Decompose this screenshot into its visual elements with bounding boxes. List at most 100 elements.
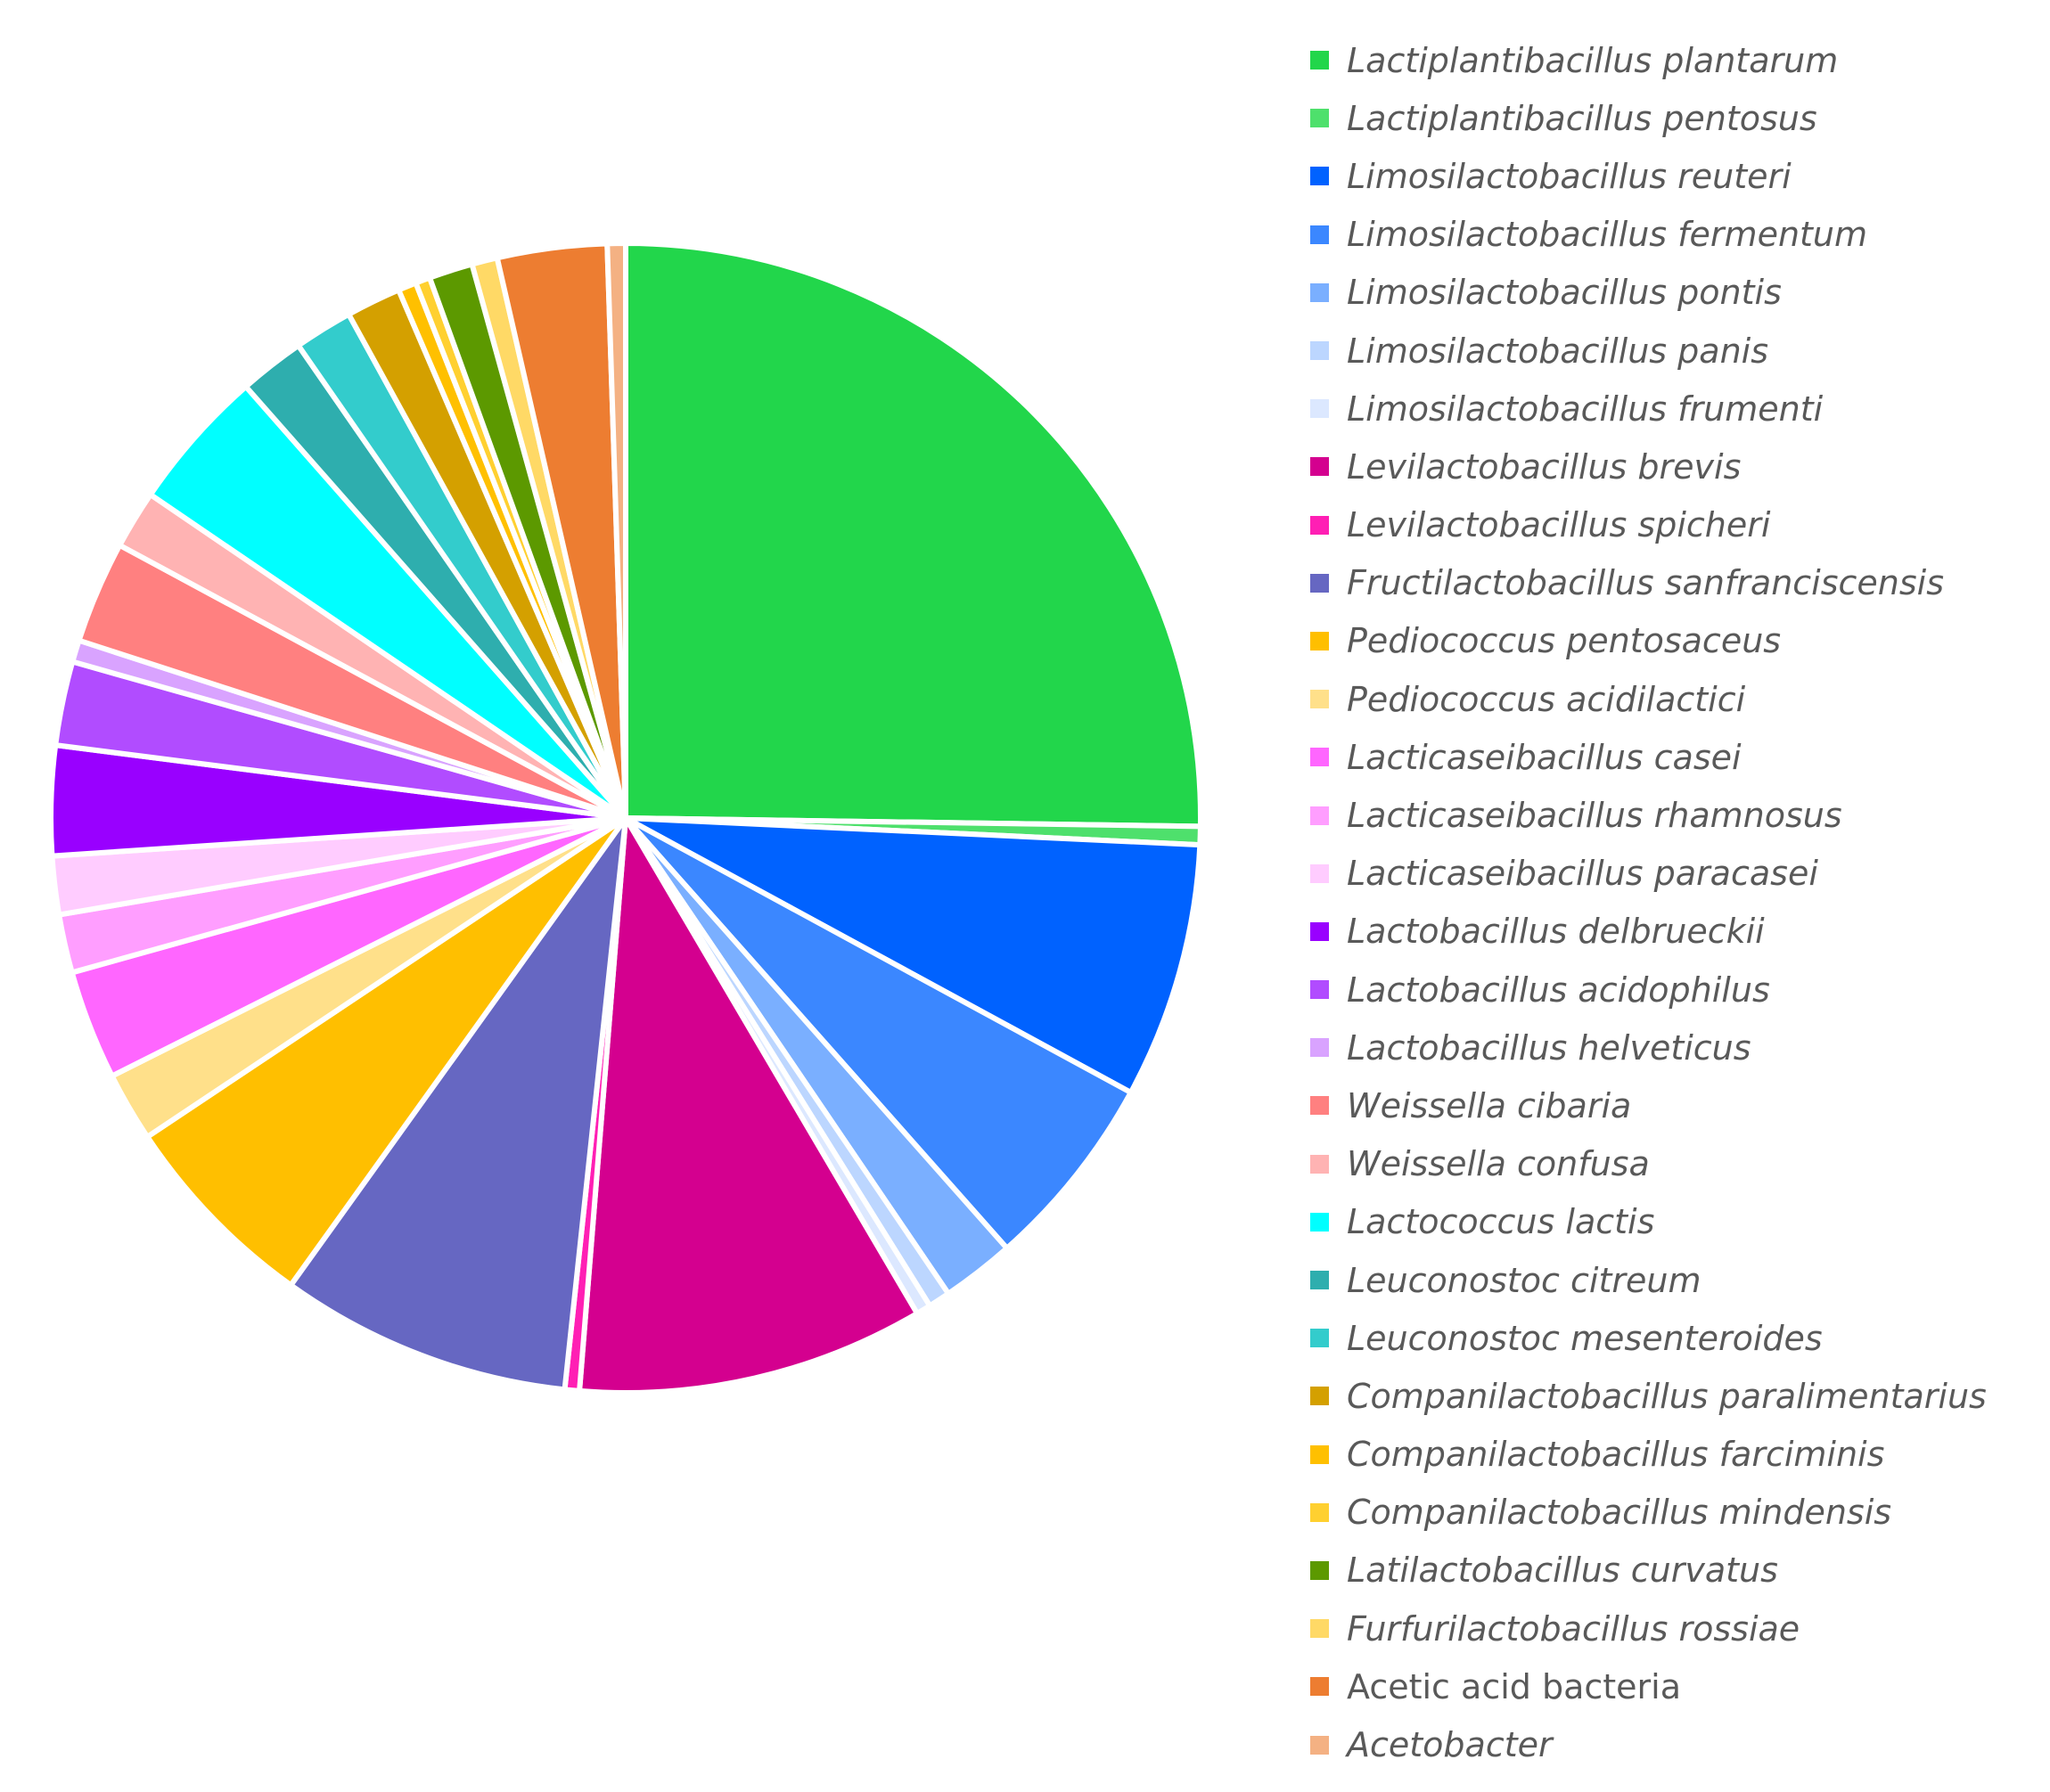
legend-item: Limosilactobacillus pontis	[1310, 264, 2041, 322]
legend-label: Limosilactobacillus fermentum	[1347, 215, 1868, 255]
legend-item: Levilactobacillus brevis	[1310, 438, 2041, 495]
legend-swatch	[1310, 282, 1329, 302]
legend-label: Lactiplantibacillus pentosus	[1347, 98, 1817, 138]
legend-item: Companilactobacillus mindensis	[1310, 1484, 2041, 1542]
legend-item: Acetic acid bacteria	[1310, 1657, 2041, 1715]
legend-item: Pediococcus pentosaceus	[1310, 612, 2041, 670]
legend-swatch	[1310, 1096, 1329, 1116]
legend-item: Furfurilactobacillus rossiae	[1310, 1600, 2041, 1657]
legend-swatch	[1310, 573, 1329, 593]
legend-item: Lactiplantibacillus plantarum	[1310, 31, 2041, 89]
legend-item: Leuconostoc citreum	[1310, 1251, 2041, 1309]
legend-label: Lactobacillus delbrueckii	[1347, 912, 1765, 952]
legend: Lactiplantibacillus plantarum Lactiplanti…	[1310, 31, 2041, 1774]
legend-label: Lacticaseibacillus casei	[1347, 737, 1742, 777]
legend-swatch	[1310, 980, 1329, 1000]
legend-label: Pediococcus pentosaceus	[1347, 621, 1782, 661]
pie-slice-0	[623, 241, 1203, 830]
legend-label: Levilactobacillus spicheri	[1347, 505, 1771, 545]
legend-swatch	[1310, 225, 1329, 244]
legend-swatch	[1310, 399, 1329, 419]
legend-item: Fructilactobacillus sanfranciscensis	[1310, 554, 2041, 612]
pie-slice-10	[144, 815, 628, 1289]
legend-item: Lactobacillus helveticus	[1310, 1019, 2041, 1076]
legend-swatch	[1310, 1154, 1329, 1174]
legend-item: Lacticaseibacillus rhamnosus	[1310, 786, 2041, 844]
legend-swatch	[1310, 1560, 1329, 1580]
legend-label: Limosilactobacillus reuteri	[1347, 156, 1792, 196]
legend-label: Lactobacillus helveticus	[1347, 1027, 1751, 1068]
legend-label: Companilactobacillus farciminis	[1347, 1435, 1885, 1475]
legend-label: Levilactobacillus brevis	[1347, 446, 1742, 487]
legend-label: Weissella cibaria	[1347, 1085, 1632, 1125]
legend-label: Lactobacillus acidophilus	[1347, 970, 1770, 1010]
legend-swatch	[1310, 109, 1329, 128]
legend-swatch	[1310, 167, 1329, 186]
legend-label: Lacticaseibacillus paracasei	[1347, 854, 1818, 894]
legend-item: Lacticaseibacillus casei	[1310, 728, 2041, 786]
legend-item: Pediococcus acidilactici	[1310, 670, 2041, 728]
legend-swatch	[1310, 51, 1329, 70]
legend-label: Weissella confusa	[1347, 1144, 1650, 1184]
legend-item: Limosilactobacillus frumenti	[1310, 380, 2041, 438]
legend-label: Lactococcus lactis	[1347, 1202, 1655, 1242]
legend-swatch	[1310, 1619, 1329, 1639]
legend-swatch	[1310, 631, 1329, 651]
legend-item: Lactobacillus acidophilus	[1310, 961, 2041, 1019]
legend-item: Acetobacter	[1310, 1715, 2041, 1773]
legend-swatch	[1310, 690, 1329, 709]
legend-swatch	[1310, 1212, 1329, 1231]
legend-label: Limosilactobacillus panis	[1347, 331, 1769, 371]
legend-swatch	[1310, 457, 1329, 477]
legend-swatch	[1310, 806, 1329, 825]
legend-label: Pediococcus acidilactici	[1347, 679, 1746, 719]
legend-item: Limosilactobacillus reuteri	[1310, 147, 2041, 205]
legend-label: Companilactobacillus mindensis	[1347, 1493, 1892, 1533]
legend-item: Latilactobacillus curvatus	[1310, 1542, 2041, 1600]
legend-label: Acetic acid bacteria	[1347, 1666, 1682, 1706]
legend-label: Fructilactobacillus sanfranciscensis	[1347, 563, 1945, 603]
legend-label: Companilactobacillus paralimentarius	[1347, 1376, 1987, 1416]
legend-label: Limosilactobacillus frumenti	[1347, 389, 1824, 429]
legend-label: Lacticaseibacillus rhamnosus	[1347, 796, 1842, 836]
pie-slice-3	[623, 815, 1134, 1251]
legend-swatch	[1310, 1677, 1329, 1697]
legend-label: Acetobacter	[1347, 1725, 1553, 1765]
legend-label: Limosilactobacillus pontis	[1347, 273, 1782, 313]
legend-swatch	[1310, 1271, 1329, 1290]
legend-item: Lacticaseibacillus paracasei	[1310, 845, 2041, 903]
legend-item: Leuconostoc mesenteroides	[1310, 1309, 2041, 1367]
legend-item: Lactiplantibacillus pentosus	[1310, 89, 2041, 147]
legend-label: Lactiplantibacillus plantarum	[1347, 40, 1839, 80]
pie-slice-7	[577, 815, 920, 1395]
legend-swatch	[1310, 1329, 1329, 1348]
legend-swatch	[1310, 1038, 1329, 1058]
legend-item: Companilactobacillus paralimentarius	[1310, 1367, 2041, 1425]
legend-label: Latilactobacillus curvatus	[1347, 1551, 1778, 1591]
legend-label: Leuconostoc mesenteroides	[1347, 1318, 1823, 1358]
legend-swatch	[1310, 863, 1329, 883]
pie-slice-9	[288, 815, 628, 1393]
legend-label: Leuconostoc citreum	[1347, 1260, 1702, 1300]
legend-item: Limosilactobacillus panis	[1310, 322, 2041, 380]
legend-swatch	[1310, 341, 1329, 361]
legend-item: Weissella cibaria	[1310, 1076, 2041, 1134]
legend-swatch	[1310, 748, 1329, 767]
legend-swatch	[1310, 1387, 1329, 1406]
legend-swatch	[1310, 1502, 1329, 1522]
legend-item: Limosilactobacillus fermentum	[1310, 206, 2041, 264]
legend-swatch	[1310, 1444, 1329, 1464]
pie-slice-29	[604, 240, 628, 821]
legend-swatch	[1310, 515, 1329, 535]
pie-slices	[48, 240, 1203, 1395]
pie-slice-2	[623, 815, 1203, 1095]
legend-item: Weissella confusa	[1310, 1135, 2041, 1193]
legend-label: Furfurilactobacillus rossiae	[1347, 1608, 1800, 1649]
legend-swatch	[1310, 921, 1329, 941]
legend-item: Lactobacillus delbrueckii	[1310, 903, 2041, 961]
legend-swatch	[1310, 1735, 1329, 1755]
legend-item: Companilactobacillus farciminis	[1310, 1426, 2041, 1484]
legend-item: Levilactobacillus spicheri	[1310, 496, 2041, 554]
